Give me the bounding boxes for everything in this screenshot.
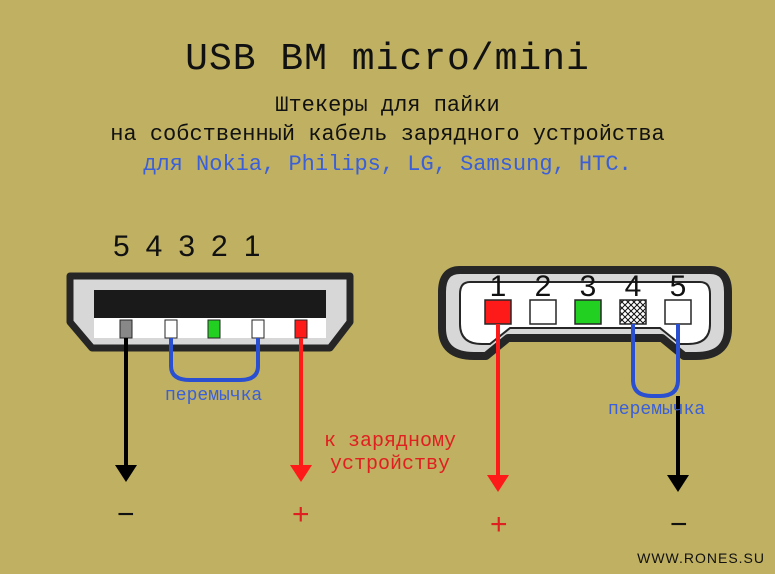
- to-charger-line2: устройству: [290, 453, 490, 476]
- svg-text:2: 2: [535, 270, 552, 303]
- svg-text:3: 3: [580, 270, 597, 303]
- subtitle-line1: Штекеры для пайки: [0, 92, 775, 121]
- micro-jumper-label: перемычка: [165, 386, 262, 406]
- svg-text:1: 1: [490, 270, 507, 303]
- title: USB BM micro/mini: [0, 38, 775, 81]
- watermark: WWW.RONES.SU: [637, 550, 765, 566]
- header-block: USB BM micro/mini: [0, 38, 775, 81]
- mini-jumper-label: перемычка: [608, 400, 705, 420]
- subtitle-line2: на собственный кабель зарядного устройст…: [0, 121, 775, 150]
- mini-plus: +: [490, 508, 508, 542]
- mini-minus: −: [670, 508, 688, 542]
- micro-minus: −: [117, 498, 135, 532]
- to-charger-label: к зарядному устройству: [290, 430, 490, 476]
- micro-plus: +: [292, 498, 310, 532]
- brands-text: для Nokia, Philips, LG, Samsung, HTC.: [0, 152, 775, 177]
- svg-text:5: 5: [670, 270, 687, 303]
- svg-text:4: 4: [625, 270, 642, 303]
- brands-block: для Nokia, Philips, LG, Samsung, HTC.: [0, 152, 775, 177]
- to-charger-line1: к зарядному: [290, 430, 490, 453]
- subtitle-block: Штекеры для пайки на собственный кабель …: [0, 92, 775, 149]
